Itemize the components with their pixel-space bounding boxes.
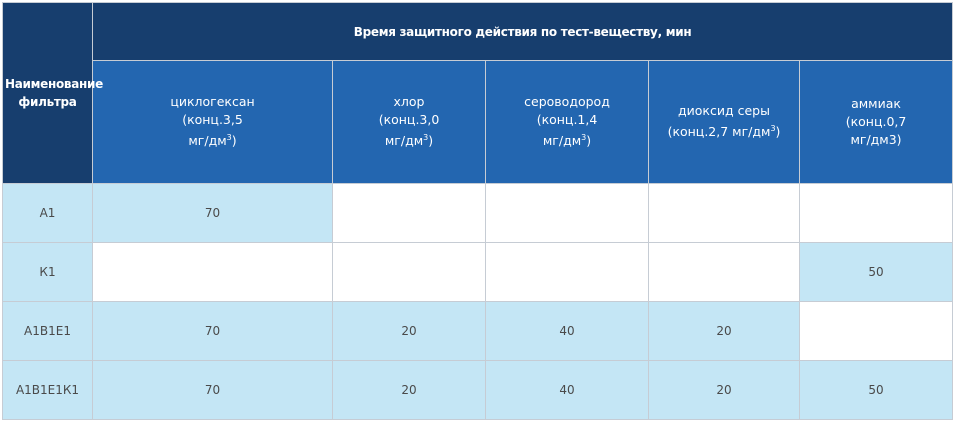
filter-name-header: Наименование фильтра <box>2 2 103 184</box>
filter-name-cell: А1В1Е1К1 <box>2 360 93 420</box>
value-cell: 40 <box>485 360 649 420</box>
value-cell: 40 <box>485 301 649 361</box>
value-cell <box>92 242 333 302</box>
column-header-ammonia: аммиак (конц.0,7 мг/дм3) <box>798 60 954 184</box>
column-header-concentration: (конц.0,7 <box>845 114 907 129</box>
value-cell: 70 <box>92 360 333 420</box>
column-header-unit: мг/дм3) <box>188 133 237 149</box>
column-header-sulfur-dioxide: диоксид серы (конц.2,7 мг/дм3) <box>648 60 800 184</box>
column-header-chlorine: хлор (конц.3,0 мг/дм3) <box>332 60 486 184</box>
value-cell <box>798 301 954 361</box>
table-row: К1 50 <box>2 242 954 302</box>
value-cell <box>485 242 649 302</box>
column-header-cyclohexane: циклогексан (конц.3,5 мг/дм3) <box>92 60 333 184</box>
value-cell: 70 <box>92 301 333 361</box>
column-header-name: циклогексан <box>170 94 255 110</box>
table-row: А1В1Е1К1 70 20 40 20 50 <box>2 360 954 420</box>
column-header-name: сероводород <box>524 94 610 110</box>
value-cell: 50 <box>798 242 954 302</box>
value-cell: 20 <box>332 301 486 361</box>
value-cell: 20 <box>332 360 486 420</box>
column-header-concentration: (конц.1,4 <box>536 112 598 128</box>
value-cell <box>648 183 800 243</box>
column-header-unit: мг/дм3) <box>850 132 902 147</box>
filter-name-cell: А1В1Е1 <box>2 301 93 361</box>
value-cell: 20 <box>648 301 800 361</box>
protection-time-group-header: Время защитного действия по тест-веществ… <box>91 2 954 61</box>
table-row: А1 70 <box>2 183 954 243</box>
value-cell <box>332 242 486 302</box>
column-header-concentration: (конц.2,7 мг/дм3) <box>667 124 781 140</box>
value-cell <box>798 183 954 243</box>
column-header-hydrogen-sulfide: сероводород (конц.1,4 мг/дм3) <box>485 60 649 184</box>
value-cell <box>648 242 800 302</box>
table-row: А1В1Е1 70 20 40 20 <box>2 301 954 361</box>
column-header-name: диоксид серы <box>678 103 770 119</box>
filter-name-cell: А1 <box>2 183 93 243</box>
value-cell: 20 <box>648 360 800 420</box>
column-header-name: аммиак <box>851 96 901 111</box>
column-header-concentration: (конц.3,5 <box>182 112 243 128</box>
value-cell: 50 <box>798 360 954 420</box>
column-header-unit: мг/дм3) <box>542 133 592 149</box>
column-header-name: хлор <box>393 94 425 110</box>
value-cell <box>485 183 649 243</box>
filter-name-cell: К1 <box>2 242 93 302</box>
value-cell: 70 <box>92 183 333 243</box>
column-header-unit: мг/дм3) <box>384 133 434 149</box>
column-header-concentration: (конц.3,0 <box>378 112 440 128</box>
value-cell <box>332 183 486 243</box>
